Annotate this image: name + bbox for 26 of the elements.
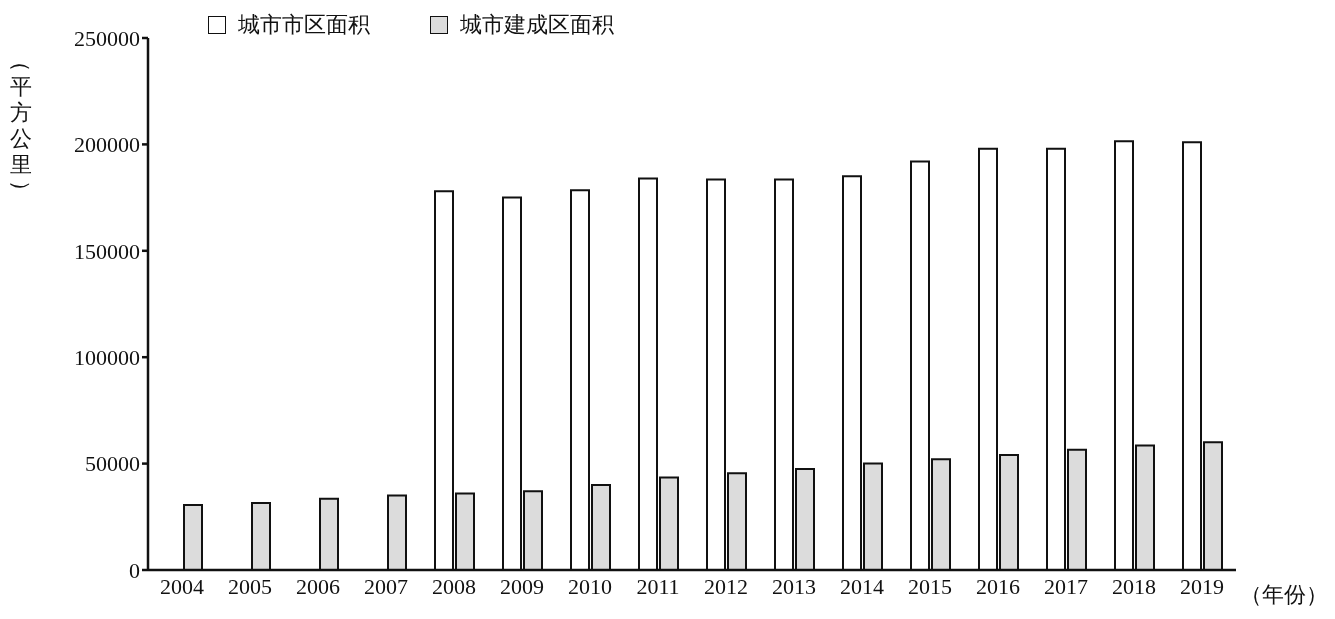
x-tick-label: 2006 [296, 573, 340, 599]
x-tick-label: 2014 [840, 573, 884, 599]
legend-label: 城市建成区面积 [460, 11, 614, 39]
x-tick-label: 2008 [432, 573, 476, 599]
x-tick-label: 2007 [364, 573, 408, 599]
x-tick-label: 2013 [772, 573, 816, 599]
x-tick-label: 2009 [500, 573, 544, 599]
x-tick-label: 2015 [908, 573, 952, 599]
x-tick-label: 2018 [1112, 573, 1156, 599]
x-tick-label: 2005 [228, 573, 272, 599]
y-tick-label: 0 [129, 557, 140, 583]
x-tick-label: 2017 [1044, 573, 1088, 599]
y-tick-label: 100000 [74, 345, 140, 371]
x-axis-title: （年份） [1240, 581, 1328, 609]
y-tick-label: 250000 [74, 25, 140, 51]
y-tick-label: 200000 [74, 132, 140, 158]
y-tick-label: 50000 [85, 451, 140, 477]
x-tick-label: 2019 [1180, 573, 1224, 599]
y-tick-label: 150000 [74, 238, 140, 264]
x-tick-label: 2010 [568, 573, 612, 599]
y-axis-title: （平方公里） [8, 49, 34, 204]
x-tick-label: 2011 [636, 573, 680, 599]
x-tick-label: 2012 [704, 573, 748, 599]
x-tick-label: 2004 [160, 573, 204, 599]
legend-label: 城市市区面积 [238, 11, 370, 39]
x-tick-label: 2016 [976, 573, 1020, 599]
